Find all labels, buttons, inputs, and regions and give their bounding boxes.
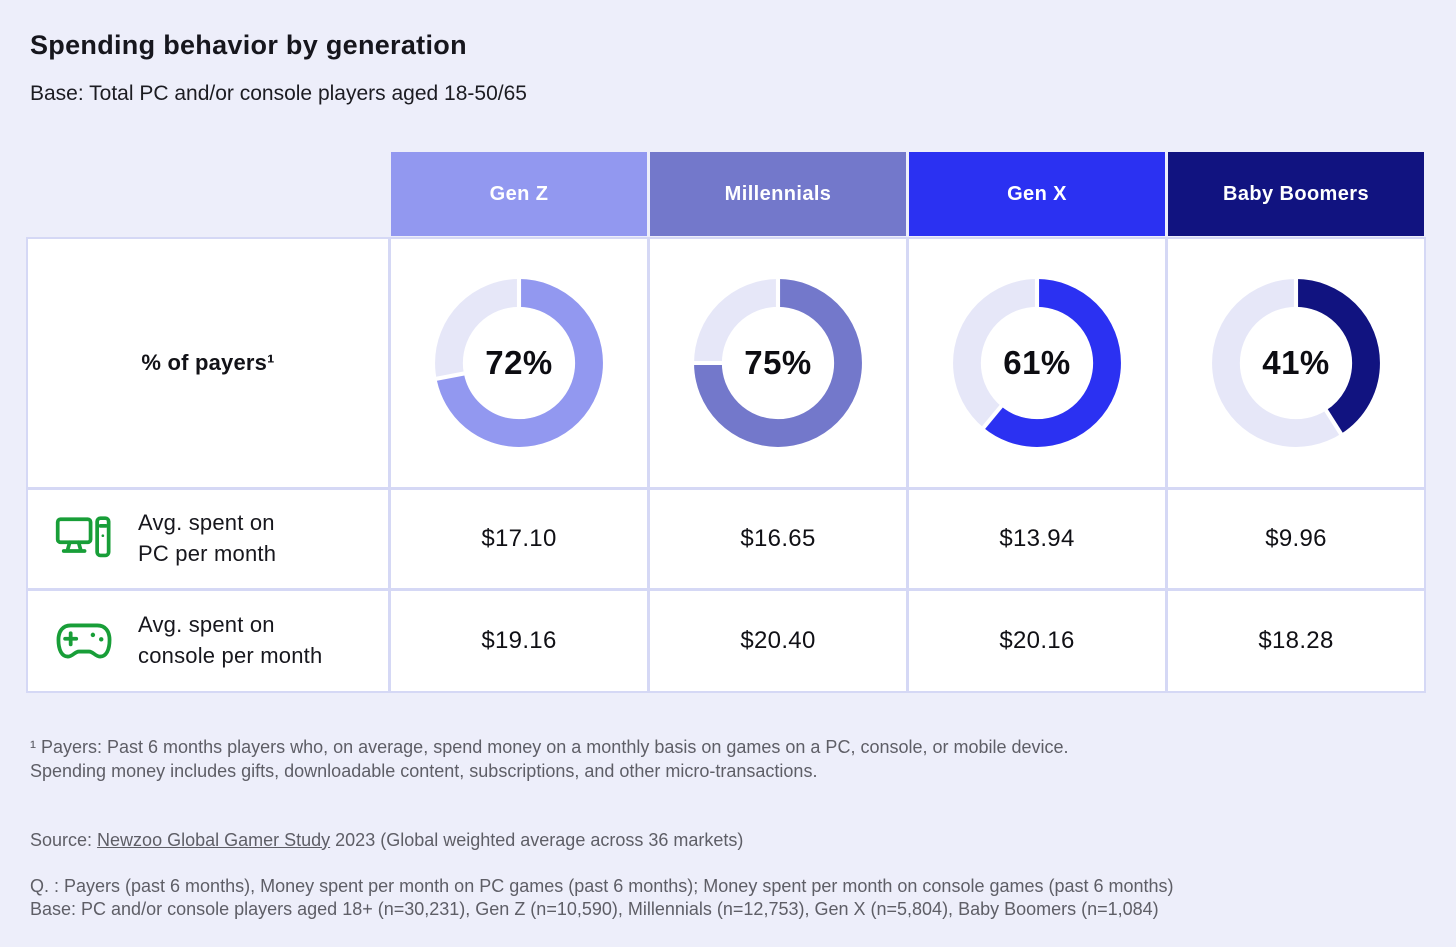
question-base-block: Q. : Payers (past 6 months), Money spent… — [30, 875, 1428, 923]
row-label-line2: PC per month — [138, 541, 277, 566]
donut-value-gen-z: 72% — [485, 344, 553, 381]
column-header-label: Millennials — [724, 182, 832, 205]
donut-cell-baby-boomers: 41% — [1166, 237, 1426, 489]
source-prefix: Source: — [30, 829, 98, 850]
column-header-baby-boomers: Baby Boomers — [1168, 152, 1424, 236]
column-header-millennials: Millennials — [650, 152, 906, 236]
value-cell-console-gen-z: $19.16 — [389, 589, 649, 693]
donut-gen-x: 61% — [934, 260, 1140, 466]
value-text: $13.94 — [999, 525, 1075, 552]
row-label-avg-console: Avg. spent on console per month — [26, 589, 390, 693]
donut-cell-gen-x: 61% — [907, 237, 1167, 489]
row-label-text: Avg. spent on console per month — [138, 610, 322, 672]
source-suffix: 2023 (Global weighted average across 36 … — [330, 829, 744, 850]
row-label-line1: Avg. spent on — [138, 612, 275, 638]
donut-chart-gen-z-icon — [429, 272, 603, 447]
spending-infographic: Spending behavior by generation Base: To… — [26, 30, 1428, 923]
value-text: $18.28 — [1258, 627, 1334, 654]
source-link[interactable]: Newzoo Global Gamer Study — [97, 829, 331, 850]
value-text: $16.65 — [740, 525, 816, 552]
row-label-text: Avg. spent on PC per month — [138, 508, 276, 570]
donut-cell-millennials: 75% — [648, 237, 908, 489]
donut-value-baby-boomers: 41% — [1262, 344, 1330, 381]
value-text: $17.10 — [481, 525, 557, 552]
column-header-gen-z: Gen Z — [391, 152, 647, 236]
column-header-label: Gen Z — [489, 182, 549, 205]
value-text: $20.16 — [999, 627, 1075, 654]
value-cell-console-millennials: $20.40 — [648, 589, 908, 693]
source-line: Source: Newzoo Global Gamer Study 2023 (… — [30, 830, 1428, 851]
donut-gen-z: 72% — [416, 260, 622, 466]
column-header-gen-x: Gen X — [909, 152, 1165, 236]
base-line: Base: PC and/or console players aged 18+… — [30, 899, 1159, 920]
header-spacer — [28, 152, 388, 236]
row-label-line1: Avg. spent on — [138, 510, 275, 536]
donut-baby-boomers: 41% — [1193, 260, 1399, 466]
donut-value-gen-x: 61% — [1003, 344, 1071, 381]
value-cell-console-gen-x: $20.16 — [907, 589, 1167, 693]
gamepad-icon — [54, 621, 114, 661]
payers-footnote-line1: ¹ Payers: Past 6 months players who, on … — [30, 737, 1069, 757]
column-header-label: Baby Boomers — [1223, 182, 1369, 205]
question-line: Q. : Payers (past 6 months), Money spent… — [30, 875, 1174, 896]
spending-by-generation-table: Gen Z Millennials Gen X Baby Boomers % o… — [26, 152, 1426, 693]
desktop-pc-icon — [54, 516, 114, 562]
donut-chart-gen-x-icon — [953, 272, 1121, 447]
row-label-percent-of-payers: % of payers¹ — [26, 237, 390, 489]
page-title: Spending behavior by generation — [30, 30, 467, 60]
donut-value-millennials: 75% — [744, 344, 812, 381]
value-text: $19.16 — [481, 627, 557, 654]
value-text: $9.96 — [1265, 525, 1327, 552]
value-cell-pc-gen-x: $13.94 — [907, 488, 1167, 590]
value-text: $20.40 — [740, 627, 816, 654]
value-cell-pc-millennials: $16.65 — [648, 488, 908, 590]
value-cell-pc-gen-z: $17.10 — [389, 488, 649, 590]
row-label-avg-pc: Avg. spent on PC per month — [26, 488, 390, 590]
donut-chart-baby-boomers-icon — [1212, 272, 1380, 447]
column-header-label: Gen X — [1007, 182, 1067, 205]
payers-footnote-line2: Spending money includes gifts, downloada… — [30, 761, 818, 782]
donut-millennials: 75% — [675, 260, 881, 466]
value-cell-pc-baby-boomers: $9.96 — [1166, 488, 1426, 590]
page-subtitle: Base: Total PC and/or console players ag… — [30, 82, 527, 105]
payers-footnote: ¹ Payers: Past 6 months players who, on … — [30, 735, 1428, 784]
donut-chart-millennials-icon — [687, 272, 862, 447]
row-label-line2: console per month — [138, 643, 323, 668]
donut-cell-gen-z: 72% — [389, 237, 649, 489]
row-label-text: % of payers¹ — [141, 350, 275, 375]
value-cell-console-baby-boomers: $18.28 — [1166, 589, 1426, 693]
